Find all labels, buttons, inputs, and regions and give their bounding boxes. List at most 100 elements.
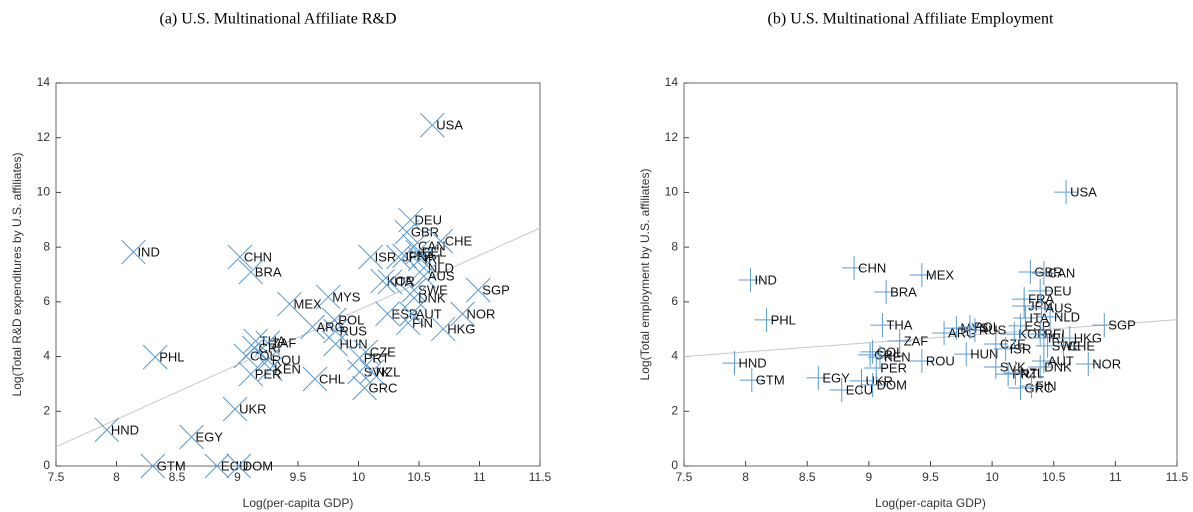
point-label: POL [974, 319, 1000, 334]
x-tick-label: 9 [234, 470, 241, 484]
point-label: ARG [317, 319, 345, 334]
y-tick-label: 10 [665, 185, 679, 199]
point-marker [411, 263, 437, 289]
point-marker [993, 336, 1018, 361]
point-label: AUT [1048, 353, 1074, 368]
point-marker [347, 359, 373, 385]
point-label: RUS [340, 324, 368, 339]
point-marker [419, 112, 445, 138]
point-label: ISR [375, 249, 397, 264]
point-marker [860, 339, 885, 364]
y-axis-label: Log(Total R&D expenditures by U.S. affil… [10, 153, 24, 397]
point-marker [233, 343, 259, 369]
point-label: JPN [1028, 298, 1053, 313]
point-marker [739, 368, 764, 393]
y-tick-label: 4 [43, 349, 50, 363]
point-marker [932, 321, 957, 346]
x-tick-label: 10.5 [1042, 470, 1066, 484]
point-marker [255, 347, 281, 373]
point-marker [1018, 260, 1043, 285]
point-marker [864, 356, 889, 381]
point-label: NLD [428, 260, 454, 275]
point-marker [321, 307, 347, 333]
point-label: NZL [1020, 365, 1045, 380]
point-marker [1013, 305, 1038, 330]
point-label: HKG [1074, 330, 1102, 345]
x-tick-label: 9.5 [922, 470, 939, 484]
point-label: CZE [1000, 336, 1026, 351]
x-tick-label: 10 [352, 470, 366, 484]
y-tick-label: 8 [43, 239, 50, 253]
point-marker [954, 342, 979, 367]
point-marker [315, 284, 341, 310]
y-tick-label: 10 [37, 185, 51, 199]
point-label: DEU [415, 212, 442, 227]
point-label: KEN [884, 350, 911, 365]
point-marker [887, 328, 912, 353]
point-label: MEX [926, 267, 955, 282]
plot-frame [55, 82, 541, 467]
point-label: ZAF [272, 335, 297, 350]
point-label: MYS [332, 289, 361, 304]
point-marker [957, 315, 982, 340]
point-marker [359, 359, 385, 385]
point-marker [944, 316, 969, 341]
point-marker [358, 244, 383, 270]
point-label: FIN [1036, 379, 1057, 394]
point-label: IND [137, 245, 159, 260]
point-marker [450, 301, 475, 327]
point-marker [860, 373, 885, 398]
point-marker [227, 244, 253, 270]
point-label: CAN [1048, 266, 1075, 281]
point-marker [407, 246, 433, 272]
y-tick-label: 6 [671, 294, 678, 308]
point-label: HUN [340, 336, 368, 351]
point-label: SGP [1108, 318, 1135, 333]
point-label: IND [755, 272, 777, 287]
point-marker [300, 314, 325, 340]
point-marker [909, 263, 934, 288]
point-marker [996, 362, 1021, 387]
point-label: ZAF [904, 333, 929, 348]
point-marker [754, 307, 779, 332]
chart-title: (b) U.S. Multinational Affiliate Employm… [768, 11, 1054, 28]
point-marker [909, 348, 934, 373]
y-tick-label: 4 [671, 349, 678, 363]
y-tick-label: 14 [37, 75, 51, 89]
point-marker [858, 342, 883, 367]
point-label: DEU [1044, 283, 1071, 298]
point-label: FIN [412, 315, 433, 330]
point-label: GBR [411, 225, 439, 240]
point-label: NOR [1092, 356, 1121, 371]
point-label: ROU [272, 353, 301, 368]
point-marker [867, 345, 892, 370]
point-marker [962, 318, 987, 343]
point-marker [983, 331, 1008, 356]
y-tick-label: 6 [43, 294, 50, 308]
point-marker [1008, 376, 1033, 401]
point-marker [323, 331, 348, 357]
trend-line [55, 227, 541, 448]
point-marker [870, 313, 895, 338]
point-label: PRT [364, 350, 390, 365]
point-label: ISR [1010, 341, 1032, 356]
point-marker [394, 219, 420, 245]
point-marker [399, 301, 425, 327]
x-tick-label: 7.5 [676, 470, 693, 484]
y-axis-label: Log(Total employment by U.S. affiliates) [638, 169, 652, 381]
x-tick-label: 10 [985, 470, 999, 484]
point-marker [370, 268, 396, 294]
point-label: GTM [756, 373, 785, 388]
point-marker [238, 259, 264, 285]
point-marker [347, 345, 373, 371]
point-marker [377, 269, 403, 295]
point-marker [1029, 296, 1054, 321]
point-marker [1031, 261, 1056, 286]
point-marker [204, 453, 230, 479]
point-marker [1003, 360, 1028, 385]
point-marker [323, 318, 348, 344]
y-tick-label: 12 [37, 130, 51, 144]
y-tick-label: 14 [665, 75, 679, 89]
point-marker [395, 310, 421, 336]
